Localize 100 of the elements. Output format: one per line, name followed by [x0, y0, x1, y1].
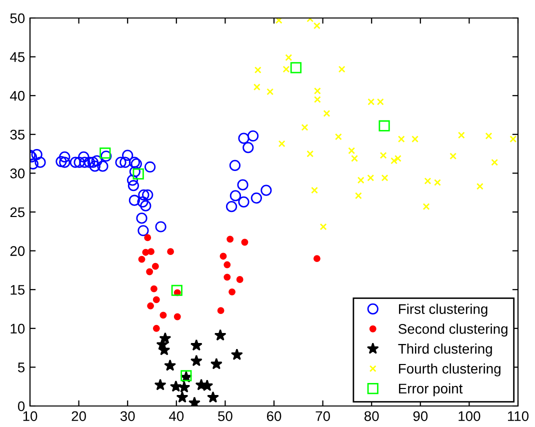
point — [285, 54, 292, 62]
point — [510, 136, 517, 143]
point — [230, 348, 243, 360]
x-tick-label: 50 — [218, 411, 232, 422]
point — [378, 120, 390, 132]
point — [260, 184, 272, 196]
point — [247, 130, 259, 142]
point — [132, 168, 144, 180]
point — [148, 248, 154, 256]
point — [138, 225, 149, 236]
point — [142, 189, 154, 200]
y-tick-label: 5 — [18, 362, 25, 372]
point — [154, 378, 166, 390]
point — [476, 182, 484, 190]
x-tick-label: 80 — [364, 411, 379, 422]
point — [160, 312, 167, 319]
point — [126, 174, 138, 186]
point — [188, 396, 200, 406]
x-tick-label: 90 — [413, 411, 428, 422]
y-tick-label: 30 — [10, 168, 25, 178]
legend-label: Fourth clustering — [399, 363, 500, 376]
point — [74, 156, 85, 168]
point — [136, 212, 148, 224]
point — [357, 176, 364, 184]
point — [334, 133, 342, 140]
point — [89, 160, 100, 172]
point — [87, 156, 99, 168]
point — [174, 313, 181, 320]
x-tick-label: 100 — [458, 411, 480, 422]
point — [176, 391, 188, 403]
point — [398, 136, 405, 143]
point — [155, 221, 166, 232]
point — [238, 132, 250, 144]
point — [122, 150, 134, 161]
point — [138, 189, 150, 200]
legend-label: Third clustering — [398, 344, 492, 356]
point — [210, 358, 222, 370]
y-tick-label: 25 — [10, 207, 25, 218]
point — [301, 124, 308, 131]
point — [128, 180, 140, 192]
y-tick-label: 35 — [10, 130, 25, 140]
point — [242, 142, 254, 154]
point — [424, 177, 432, 184]
point — [237, 179, 248, 190]
point — [354, 192, 362, 200]
point — [79, 156, 90, 168]
y-tick-label: 20 — [10, 246, 25, 256]
point — [59, 156, 70, 168]
point — [100, 150, 112, 162]
point — [164, 359, 176, 371]
point — [367, 174, 374, 182]
point — [152, 296, 160, 304]
point — [138, 256, 146, 263]
point — [170, 380, 182, 392]
point — [207, 391, 219, 403]
point — [137, 196, 148, 208]
point — [226, 201, 238, 212]
point — [147, 302, 154, 310]
point — [253, 84, 260, 91]
point — [278, 140, 286, 148]
x-tick-label: 40 — [168, 411, 184, 422]
point — [140, 200, 152, 212]
point — [422, 203, 430, 210]
point — [351, 154, 358, 162]
point — [97, 160, 108, 172]
point — [491, 158, 498, 166]
point — [56, 156, 67, 168]
point — [311, 186, 318, 194]
point — [217, 307, 224, 314]
point — [146, 268, 154, 276]
point — [275, 18, 282, 24]
y-tick-label: 0 — [18, 401, 25, 412]
y-tick-label: 10 — [10, 324, 25, 334]
point — [458, 132, 465, 139]
point — [313, 22, 320, 30]
point — [250, 192, 262, 204]
point — [91, 155, 102, 166]
point — [394, 154, 402, 162]
point — [84, 156, 96, 168]
x-tick-label: 110 — [508, 411, 529, 422]
point — [338, 66, 346, 73]
point — [434, 179, 441, 186]
x-tick-label: 60 — [266, 411, 282, 422]
point — [254, 66, 262, 74]
y-tick-label: 40 — [10, 90, 25, 101]
point — [230, 190, 242, 202]
point — [313, 255, 320, 262]
point — [236, 276, 244, 283]
point — [59, 151, 70, 162]
point — [115, 156, 126, 168]
point — [152, 324, 160, 332]
point — [485, 132, 492, 140]
point — [314, 96, 321, 103]
y-tick-label: 50 — [10, 13, 25, 24]
point — [282, 66, 290, 73]
point — [220, 252, 227, 260]
point — [144, 161, 156, 173]
point — [171, 284, 182, 296]
x-tick-label: 30 — [120, 411, 135, 422]
point — [31, 149, 42, 160]
